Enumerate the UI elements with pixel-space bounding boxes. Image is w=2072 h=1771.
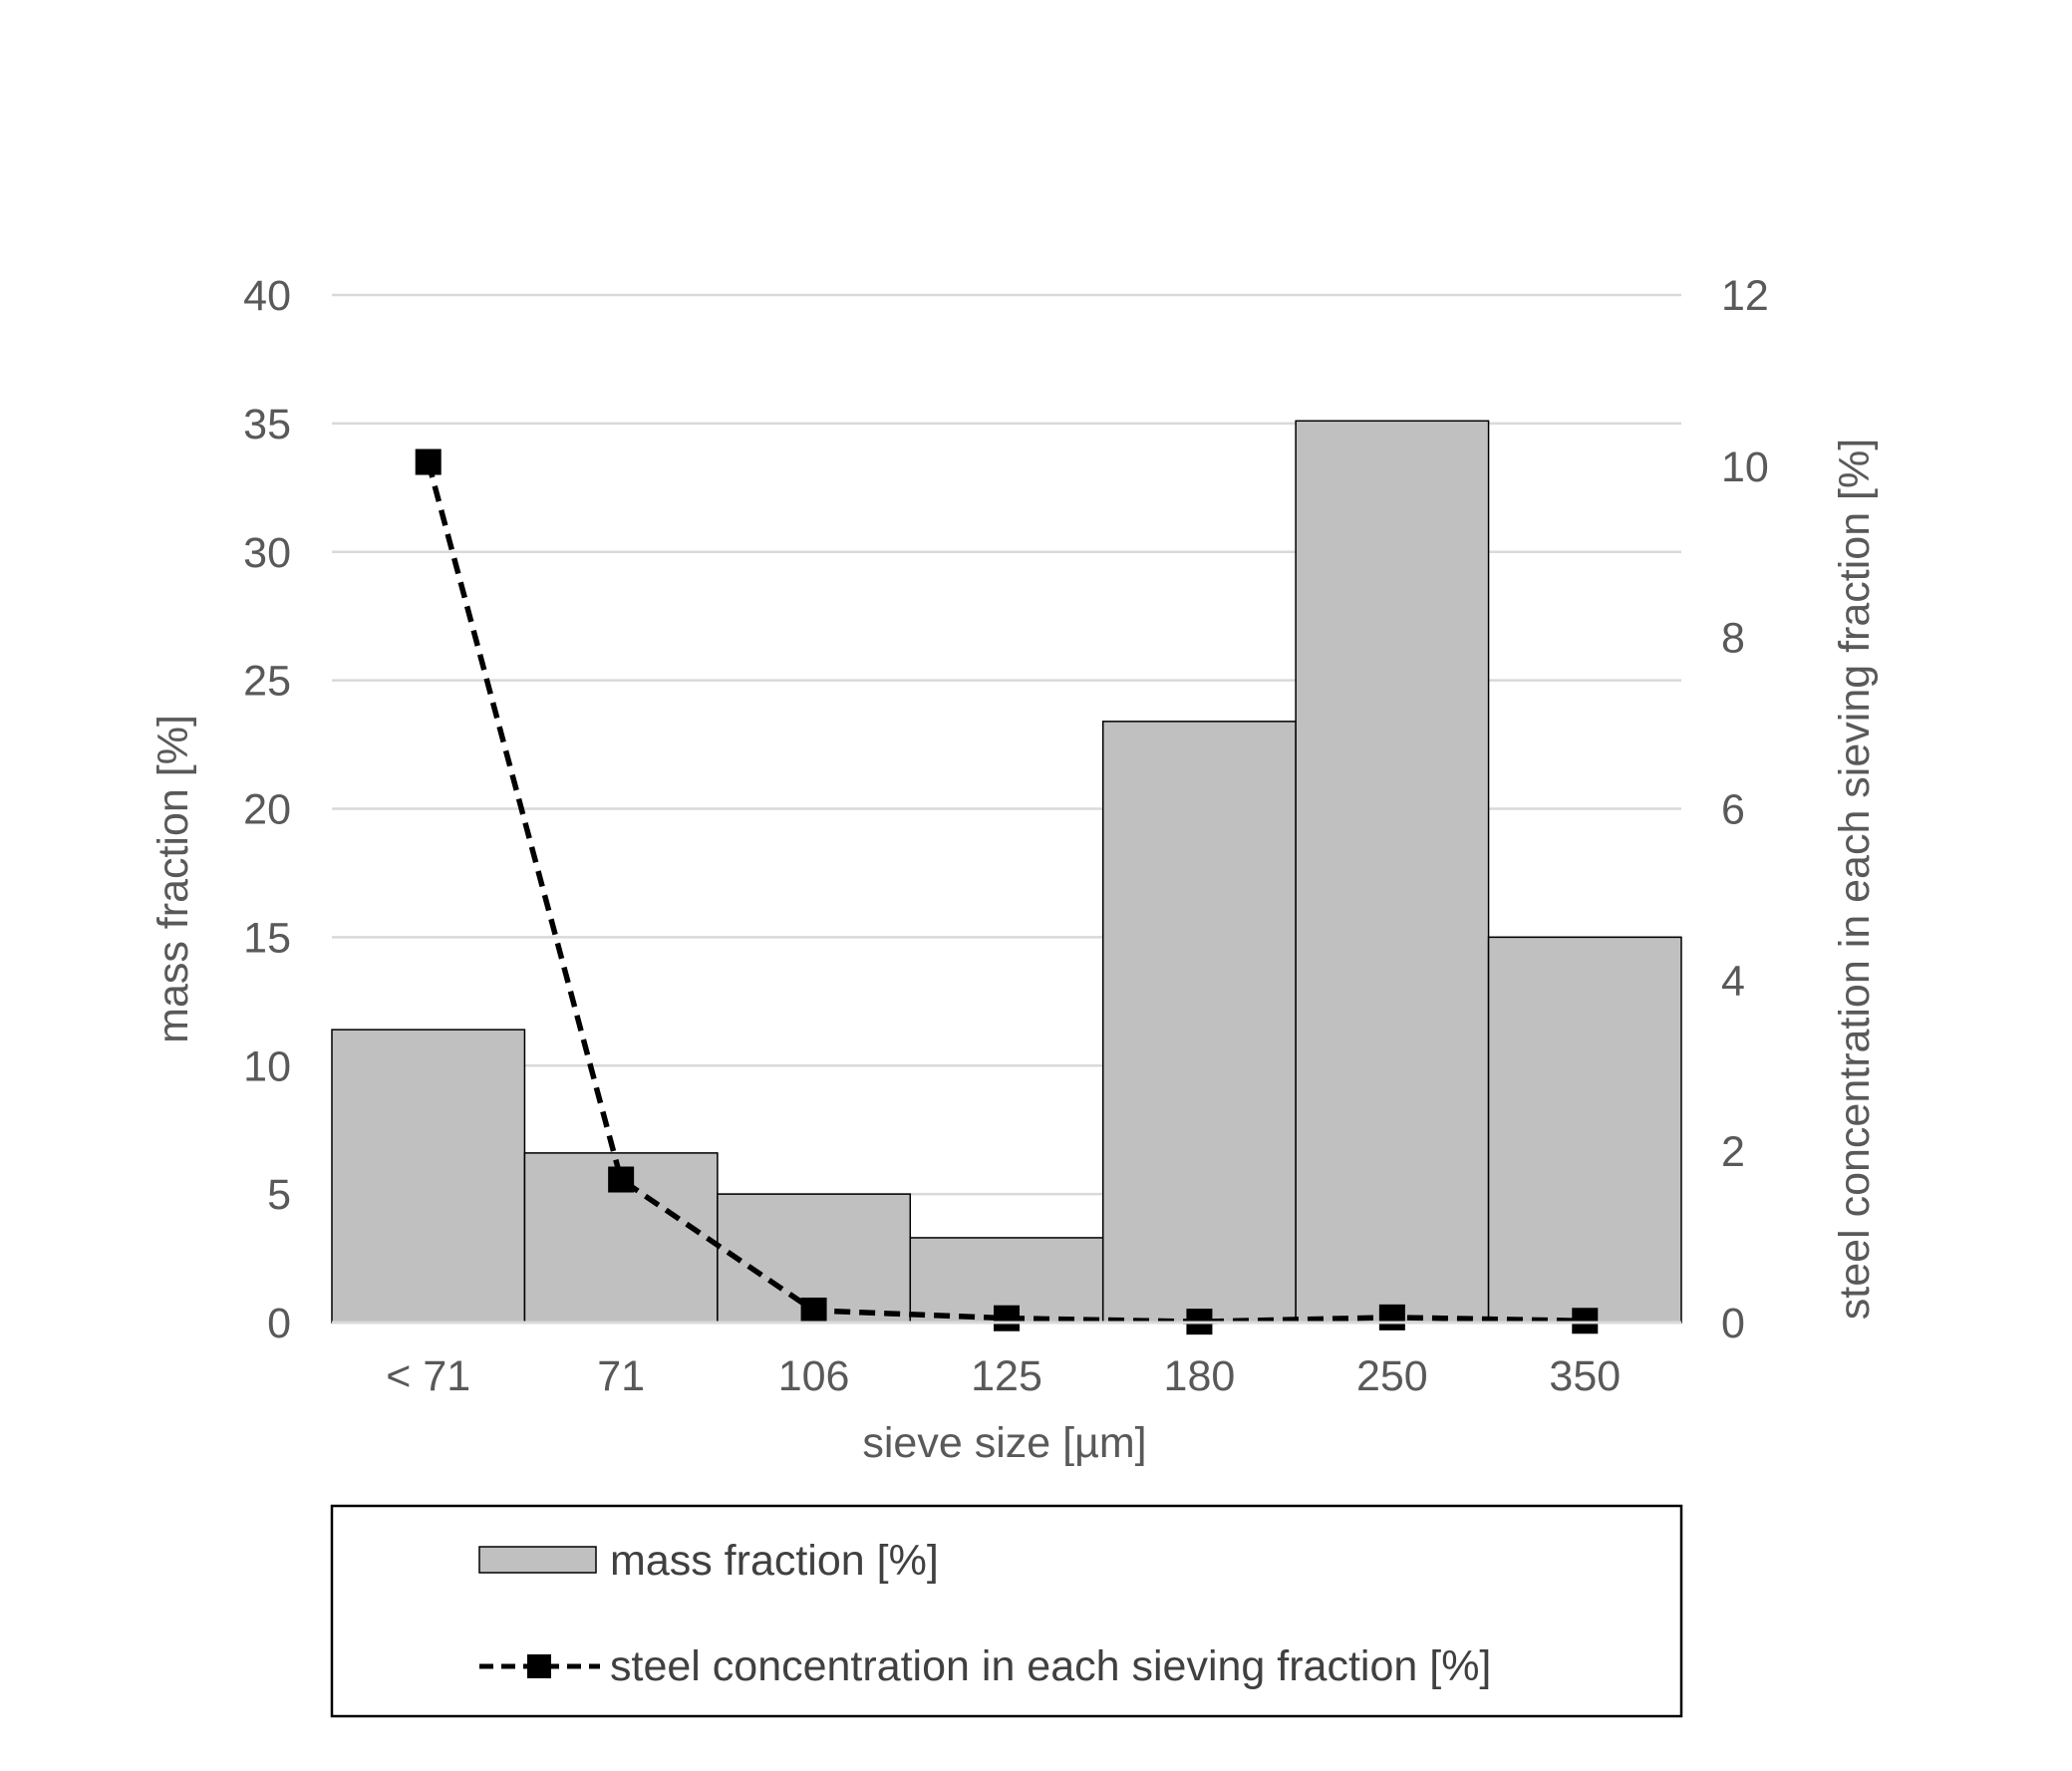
x-tick-label: 250 (1356, 1352, 1428, 1400)
y-tick-label: 35 (243, 401, 291, 448)
y-axis-title: mass fraction [%] (149, 715, 197, 1043)
legend-box (330, 1504, 1683, 1718)
legend-swatch-steel-marker (527, 1654, 551, 1678)
x-tick-label: 71 (597, 1352, 645, 1400)
y2-tick-label: 0 (1721, 1300, 1745, 1347)
bar (1101, 721, 1297, 1324)
axes: 0 5 10 15 20 25 30 35 40 0 2 4 6 8 10 12 < 71 71 106 125 180… (243, 272, 1769, 1400)
y-tick-label: 25 (243, 658, 291, 706)
x-tick-label: 125 (971, 1352, 1042, 1400)
x-tick-label: < 71 (386, 1352, 470, 1400)
y-tick-label: 20 (243, 786, 291, 834)
y2-tick-label: 4 (1721, 957, 1745, 1005)
x-tick-label: 106 (778, 1352, 850, 1400)
y2-tick-label: 10 (1721, 443, 1769, 491)
legend-label-steel-concentration: steel concentration in each sieving frac… (610, 1642, 1491, 1690)
legend: mass fraction [%] steel concentration in… (330, 1504, 1683, 1718)
y-tick-label: 30 (243, 529, 291, 577)
bar (331, 1029, 526, 1324)
bar (1487, 936, 1682, 1324)
line-point (800, 1297, 827, 1324)
line-point (994, 1305, 1020, 1331)
y2-tick-label: 8 (1721, 615, 1745, 663)
x-axis-title: sieve size [µm] (862, 1419, 1146, 1467)
y-tick-label: 15 (243, 914, 291, 962)
legend-label-mass-fraction: mass fraction [%] (610, 1537, 939, 1585)
bar-series (331, 420, 1682, 1324)
y-tick-label: 0 (267, 1300, 291, 1347)
y2-tick-label: 12 (1721, 272, 1769, 320)
y-tick-label: 40 (243, 272, 291, 320)
legend-swatch-mass-fraction (478, 1546, 597, 1574)
bar (1295, 420, 1490, 1324)
line-point (415, 448, 442, 475)
gridlines (332, 293, 1681, 1196)
line-series (415, 448, 1599, 1335)
line-point (1572, 1308, 1599, 1334)
y-tick-label: 5 (267, 1171, 291, 1219)
y2-tick-label: 6 (1721, 786, 1745, 834)
y-tick-label: 10 (243, 1042, 291, 1090)
x-tick-label: 180 (1164, 1352, 1236, 1400)
x-tick-label: 350 (1549, 1352, 1621, 1400)
y2-axis-title: steel concentration in each sieving frac… (1831, 439, 1879, 1320)
y2-tick-label: 2 (1721, 1128, 1745, 1176)
line-point (608, 1166, 635, 1193)
line-point (1378, 1304, 1405, 1330)
